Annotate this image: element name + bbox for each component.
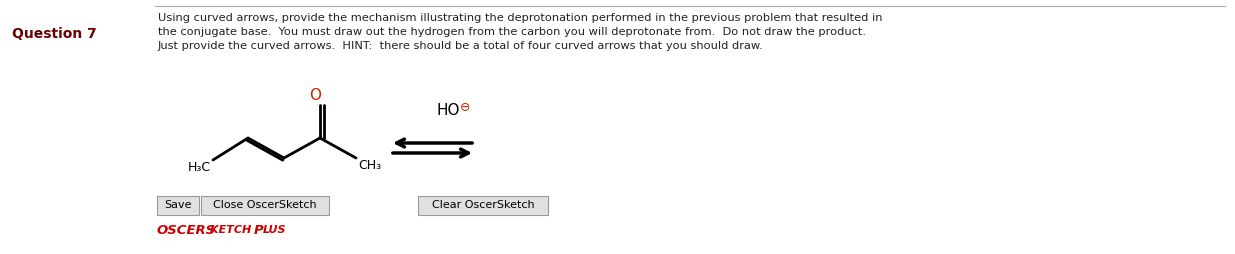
Text: O: O bbox=[309, 88, 321, 103]
Bar bbox=[201, 196, 329, 215]
Text: Save: Save bbox=[164, 200, 191, 211]
Text: KETCH: KETCH bbox=[210, 225, 256, 235]
Text: CH₃: CH₃ bbox=[358, 159, 382, 172]
Bar bbox=[417, 196, 548, 215]
Text: Close OscerSketch: Close OscerSketch bbox=[214, 200, 317, 211]
Text: Question 7: Question 7 bbox=[12, 27, 96, 41]
Text: Just provide the curved arrows.  HINT:  there should be a total of four curved a: Just provide the curved arrows. HINT: th… bbox=[158, 41, 763, 51]
Text: Using curved arrows, provide the mechanism illustrating the deprotonation perfor: Using curved arrows, provide the mechani… bbox=[158, 13, 883, 23]
Text: S: S bbox=[201, 224, 215, 237]
Text: H₃C: H₃C bbox=[188, 161, 211, 174]
Bar bbox=[157, 196, 199, 215]
Text: P: P bbox=[254, 224, 264, 237]
Text: HO: HO bbox=[437, 103, 461, 118]
Text: LUS: LUS bbox=[263, 225, 287, 235]
Text: ⊖: ⊖ bbox=[459, 101, 471, 114]
Text: Clear OscerSketch: Clear OscerSketch bbox=[432, 200, 535, 211]
Text: the conjugate base.  You must draw out the hydrogen from the carbon you will dep: the conjugate base. You must draw out th… bbox=[158, 27, 866, 37]
Text: OSCER: OSCER bbox=[157, 224, 206, 237]
